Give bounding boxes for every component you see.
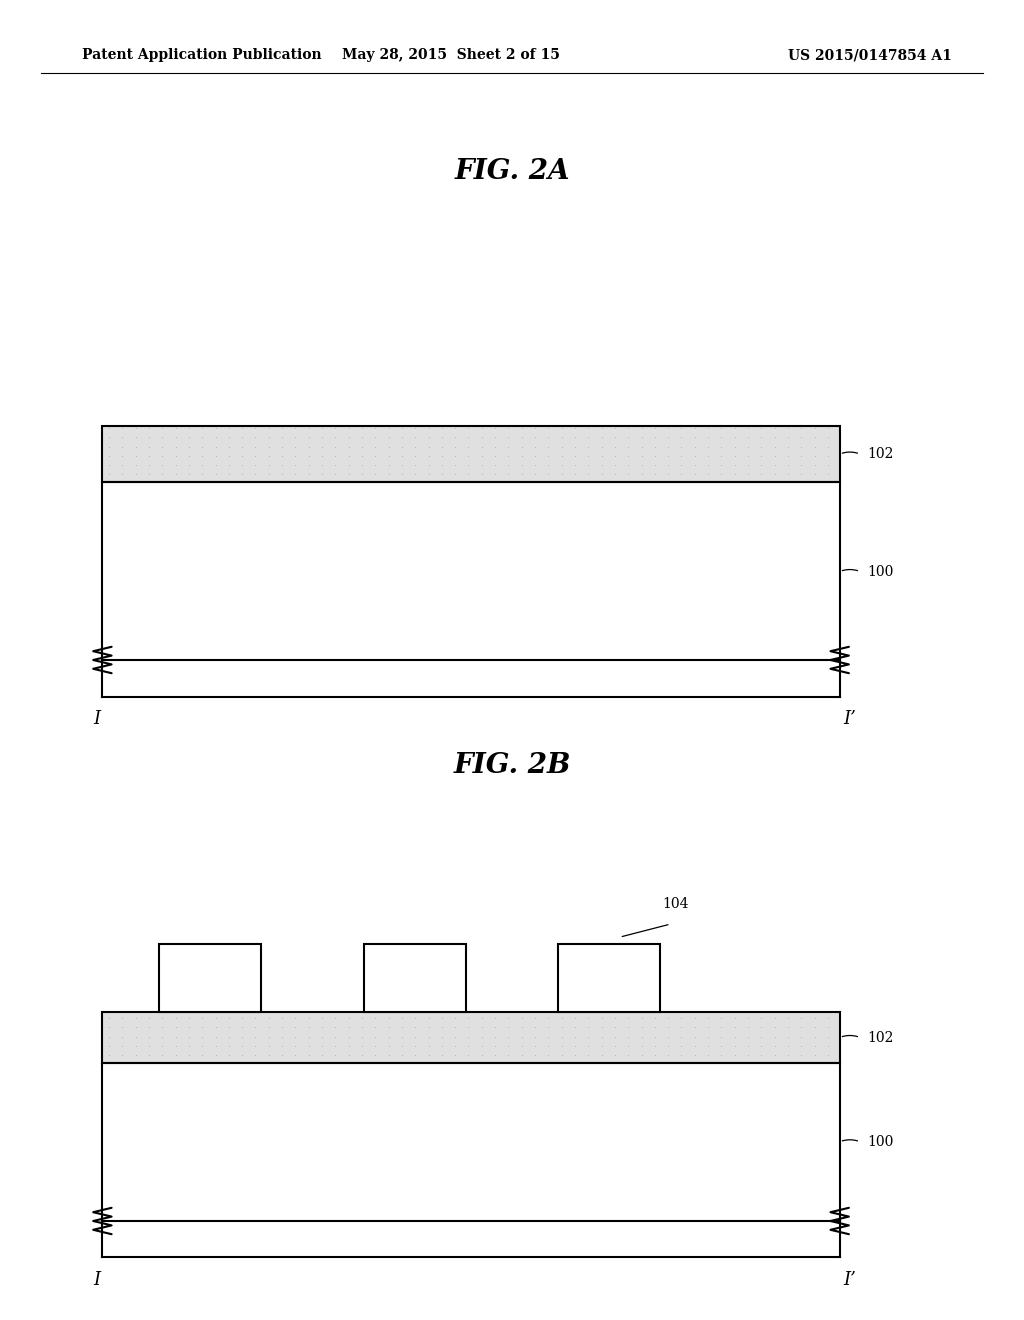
Text: I’: I’ <box>844 1271 856 1290</box>
Text: I: I <box>94 1271 100 1290</box>
Text: May 28, 2015  Sheet 2 of 15: May 28, 2015 Sheet 2 of 15 <box>342 49 559 62</box>
Text: I: I <box>94 710 100 729</box>
Text: FIG. 2A: FIG. 2A <box>455 158 569 185</box>
Text: 102: 102 <box>867 1031 894 1044</box>
Text: 102: 102 <box>867 447 894 461</box>
Text: I’: I’ <box>844 710 856 729</box>
Bar <box>102 482 840 660</box>
Text: 100: 100 <box>867 1135 894 1148</box>
Bar <box>558 944 660 1012</box>
Bar <box>102 426 840 482</box>
Bar <box>102 426 840 482</box>
Bar <box>364 944 466 1012</box>
Bar <box>102 1063 840 1221</box>
Bar <box>159 944 261 1012</box>
Text: FIG. 2B: FIG. 2B <box>454 752 570 779</box>
Text: 104: 104 <box>663 896 689 911</box>
Bar <box>102 1012 840 1063</box>
Text: US 2015/0147854 A1: US 2015/0147854 A1 <box>788 49 952 62</box>
Text: 100: 100 <box>867 565 894 578</box>
Bar <box>102 1012 840 1063</box>
Text: Patent Application Publication: Patent Application Publication <box>82 49 322 62</box>
